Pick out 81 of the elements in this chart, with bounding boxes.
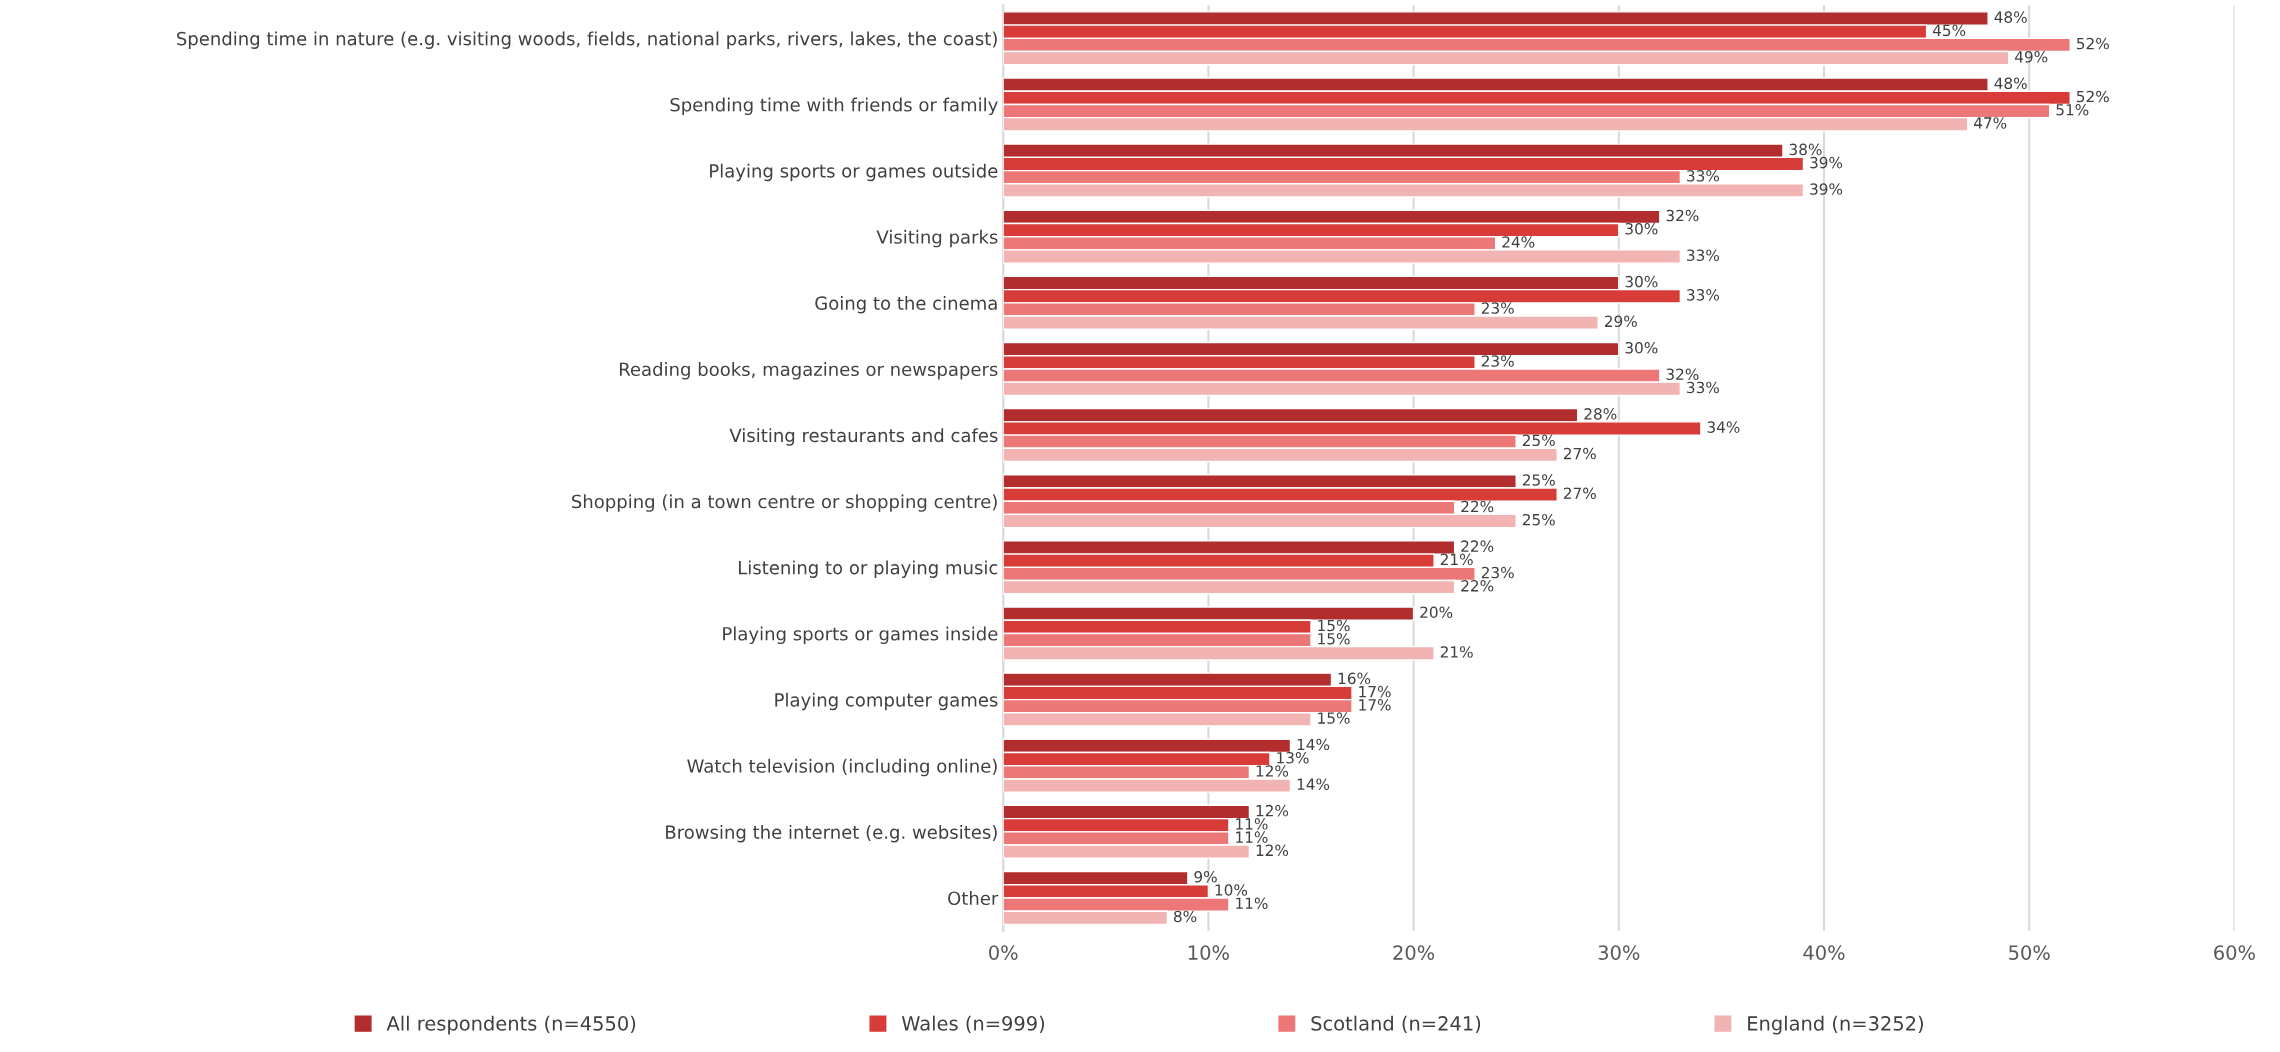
data-label: 11% bbox=[1236, 897, 1268, 909]
data-label: 12% bbox=[1256, 844, 1289, 857]
data-label: 39% bbox=[1810, 156, 1843, 169]
data-label: 23% bbox=[1481, 302, 1514, 314]
data-label: 9% bbox=[1194, 871, 1217, 883]
x-tick-label: 30% bbox=[1598, 945, 1640, 960]
x-tick-label: 20% bbox=[1393, 945, 1435, 960]
data-label: 14% bbox=[1297, 738, 1330, 751]
data-label: 25% bbox=[1522, 434, 1555, 447]
y-tick-label: Reading books, magazines or newspapers bbox=[619, 362, 998, 380]
data-label: 8% bbox=[1173, 910, 1197, 923]
data-label: 27% bbox=[1563, 447, 1596, 460]
legend-label: All respondents (n=4550) bbox=[386, 1015, 636, 1035]
data-label: 29% bbox=[1604, 315, 1637, 328]
data-label: 48% bbox=[1994, 11, 2027, 23]
data-label: 24% bbox=[1502, 236, 1535, 248]
y-tick-label: Spending time with friends or family bbox=[670, 97, 998, 116]
data-label: 28% bbox=[1584, 408, 1617, 420]
data-label: 22% bbox=[1461, 540, 1494, 552]
data-label: 17% bbox=[1359, 699, 1391, 711]
data-label: 49% bbox=[2014, 51, 2048, 63]
y-tick-label: Playing sports or games outside bbox=[710, 163, 998, 182]
data-label: 33% bbox=[1687, 289, 1720, 301]
data-label: 33% bbox=[1687, 249, 1720, 261]
legend-label: Scotland (n=241) bbox=[1311, 1015, 1481, 1034]
legend-label: England (n=3252) bbox=[1748, 1015, 1923, 1035]
data-label: 52% bbox=[2076, 90, 2109, 103]
data-label: 25% bbox=[1522, 474, 1555, 486]
data-label: 52% bbox=[2076, 37, 2109, 50]
data-label: 15% bbox=[1318, 619, 1350, 632]
y-tick-label: Going to the cinema bbox=[815, 295, 997, 314]
y-tick-label: Visiting restaurants and cafes bbox=[729, 428, 998, 446]
y-tick-label: Spending time in nature (e.g. visiting woods, fields, national parks, rivers, lakes, the coast) bbox=[177, 31, 997, 49]
legend-label: Wales (n=999) bbox=[901, 1015, 1045, 1034]
y-tick-label: Playing sports or games inside bbox=[723, 626, 998, 645]
data-label: 34% bbox=[1707, 421, 1740, 433]
data-label: 25% bbox=[1522, 513, 1555, 526]
data-label: 11% bbox=[1236, 818, 1268, 830]
data-label: 20% bbox=[1420, 606, 1453, 619]
y-tick-label: Other bbox=[948, 891, 999, 906]
data-label: 33% bbox=[1687, 170, 1720, 182]
data-label: 38% bbox=[1789, 143, 1822, 156]
data-label: 15% bbox=[1318, 712, 1350, 724]
data-label: 47% bbox=[1973, 117, 2007, 129]
data-label: 22% bbox=[1461, 580, 1494, 592]
data-label: 30% bbox=[1625, 341, 1658, 354]
data-label: 14% bbox=[1297, 778, 1330, 790]
data-label: 12% bbox=[1256, 765, 1289, 777]
data-label: 32% bbox=[1666, 209, 1699, 222]
data-label: 23% bbox=[1481, 355, 1514, 367]
data-label: 48% bbox=[1994, 77, 2027, 90]
x-tick-label: 10% bbox=[1188, 945, 1229, 960]
y-tick-label: Listening to or playing music bbox=[739, 560, 998, 578]
data-label: 21% bbox=[1440, 646, 1473, 658]
data-label: 45% bbox=[1932, 24, 1966, 37]
data-label: 27% bbox=[1563, 487, 1596, 500]
data-label: 33% bbox=[1687, 381, 1720, 394]
data-label: 22% bbox=[1461, 500, 1494, 513]
data-label: 32% bbox=[1666, 368, 1699, 380]
y-tick-label: Visiting parks bbox=[876, 229, 998, 248]
data-label: 39% bbox=[1810, 183, 1843, 195]
data-label: 12% bbox=[1256, 804, 1289, 817]
y-tick-label: Watch television (including online) bbox=[687, 758, 997, 777]
data-label: 21% bbox=[1440, 553, 1473, 566]
x-tick-label: 40% bbox=[1803, 945, 1845, 960]
data-label: 51% bbox=[2056, 103, 2089, 116]
data-label: 30% bbox=[1625, 275, 1658, 288]
data-label: 10% bbox=[1215, 884, 1248, 896]
data-label: 15% bbox=[1318, 632, 1350, 645]
y-tick-label: Playing computer games bbox=[775, 692, 998, 711]
data-label: 30% bbox=[1625, 222, 1658, 235]
x-tick-label: 50% bbox=[2009, 945, 2050, 960]
x-tick-label: 0% bbox=[989, 945, 1018, 960]
data-label: 23% bbox=[1481, 566, 1514, 579]
data-label: 11% bbox=[1236, 831, 1268, 843]
data-label: 17% bbox=[1359, 685, 1391, 698]
y-tick-label: Browsing the internet (e.g. websites) bbox=[666, 824, 997, 843]
x-tick-label: 60% bbox=[2214, 945, 2255, 960]
data-label: 16% bbox=[1338, 672, 1371, 685]
y-tick-label: Shopping (in a town centre or shopping centre) bbox=[572, 494, 997, 512]
data-label: 13% bbox=[1277, 751, 1309, 764]
